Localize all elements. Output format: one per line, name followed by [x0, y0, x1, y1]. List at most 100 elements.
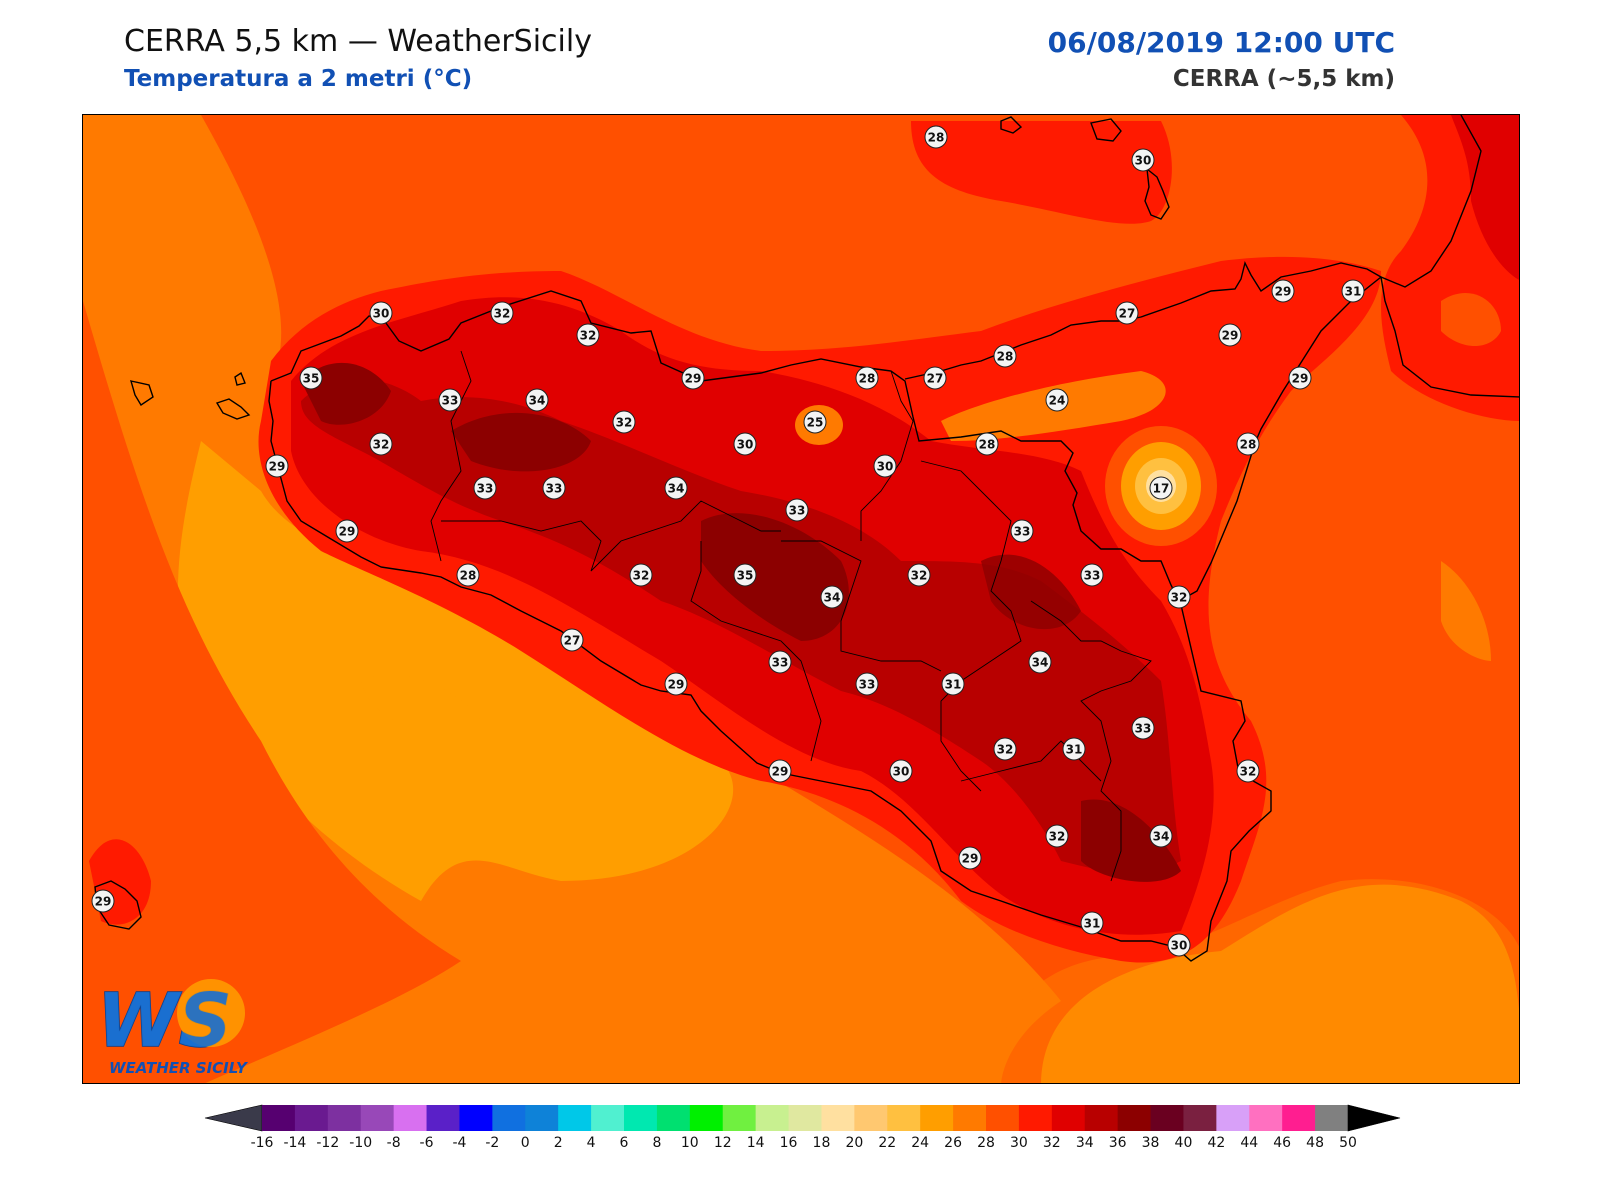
station-label: 30	[1131, 148, 1155, 172]
station-value: 24	[1049, 394, 1066, 408]
station-value: 30	[1171, 939, 1188, 953]
field-34-west	[301, 378, 1181, 873]
station-label: 32	[576, 323, 600, 347]
station-marker	[1341, 279, 1365, 303]
station-value: 33	[546, 482, 563, 496]
station-marker	[629, 563, 653, 587]
station-value: 33	[1135, 722, 1152, 736]
station-label: 28	[1236, 432, 1260, 456]
station-marker	[1218, 323, 1242, 347]
station-label: 29	[91, 889, 115, 913]
colorbar-cell	[591, 1105, 625, 1131]
station-value: 31	[945, 678, 962, 692]
field-28-calabria-pocket	[1441, 292, 1501, 346]
colorbar-tick-label: -4	[452, 1135, 466, 1151]
colorbar-cell	[525, 1105, 559, 1131]
colorbar-tick-label: -16	[251, 1135, 274, 1151]
station-value: 31	[1066, 743, 1083, 757]
station-marker	[1271, 279, 1295, 303]
station-marker	[1045, 388, 1069, 412]
station-marker	[1115, 301, 1139, 325]
station-label: 29	[664, 672, 688, 696]
station-value: 32	[997, 743, 1014, 757]
station-value: 32	[373, 438, 390, 452]
station-value: 28	[460, 569, 477, 583]
station-value: 33	[772, 656, 789, 670]
station-value: 30	[1135, 154, 1152, 168]
colorbar-tick-label: 2	[554, 1135, 563, 1151]
station-label: 35	[733, 563, 757, 587]
colorbar-tick-label: 34	[1076, 1135, 1094, 1151]
field-30-aeolian	[911, 121, 1172, 224]
colorbar-tick-label: 12	[714, 1135, 732, 1151]
colorbar-cell	[426, 1105, 460, 1131]
station-marker	[1236, 759, 1260, 783]
colorbar-tick-label: -2	[485, 1135, 499, 1151]
station-marker	[369, 301, 393, 325]
colorbar-tick-label: -10	[349, 1135, 372, 1151]
station-label: 32	[629, 563, 653, 587]
colorbar-cell	[788, 1105, 822, 1131]
station-value: 33	[477, 482, 494, 496]
station-label: 29	[958, 846, 982, 870]
colorbar-cell	[755, 1105, 790, 1131]
colorbar-cell	[1150, 1105, 1184, 1131]
station-label: 28	[975, 432, 999, 456]
colorbar-tick-label: 28	[977, 1135, 995, 1151]
colorbar-cell	[854, 1105, 888, 1131]
border-ragusa	[960, 740, 1102, 782]
colorbar-tick-label: 48	[1306, 1135, 1324, 1151]
colorbar-tick-label: 20	[845, 1135, 863, 1151]
colorbar-cell	[1117, 1105, 1152, 1131]
colorbar-tick-label: -6	[420, 1135, 434, 1151]
station-value: 32	[580, 329, 597, 343]
station-label: 35	[299, 366, 323, 390]
colorbar-cell	[689, 1105, 724, 1131]
station-value: 30	[737, 438, 754, 452]
station-value: 29	[772, 765, 789, 779]
field-32-calabria	[1451, 115, 1519, 280]
station-label: 31	[1062, 737, 1086, 761]
band-26-south	[999, 879, 1519, 1083]
colorbar-tick-label: 36	[1109, 1135, 1127, 1151]
station-marker	[1045, 824, 1069, 848]
station-value: 28	[859, 372, 876, 386]
station-label: 32	[612, 410, 636, 434]
station-value: 29	[685, 372, 702, 386]
station-marker	[1010, 519, 1034, 543]
colorbar-cell	[1051, 1105, 1086, 1131]
station-marker	[907, 563, 931, 587]
colorbar-cell	[821, 1105, 855, 1131]
station-value: 32	[1049, 830, 1066, 844]
egadi-islands	[130, 371, 251, 420]
station-marker	[299, 366, 323, 390]
station-marker	[975, 432, 999, 456]
colorbar-tick-label: 24	[911, 1135, 929, 1151]
station-marker	[1288, 366, 1312, 390]
station-marker	[733, 432, 757, 456]
station-value: 29	[1222, 329, 1239, 343]
station-label: 30	[1167, 933, 1191, 957]
station-label: 32	[490, 301, 514, 325]
station-value: 28	[997, 350, 1014, 364]
station-value: 32	[633, 569, 650, 583]
station-label: 29	[1288, 366, 1312, 390]
colorbar-cell	[1018, 1105, 1053, 1131]
aeolian-islands	[1000, 116, 1170, 220]
colorbar-tick-label: 50	[1339, 1135, 1357, 1151]
station-marker	[612, 410, 636, 434]
province-borders	[430, 350, 1152, 882]
station-marker	[1062, 737, 1086, 761]
colorbar-max-arrow	[1347, 1104, 1401, 1132]
colorbar-tick-label: 14	[747, 1135, 765, 1151]
station-label: 32	[1045, 824, 1069, 848]
station-label: 29	[768, 759, 792, 783]
colorbar-svg: -16 -14 -12 -10 -8 -6 -4 -2 0 2 4 6 8 10 12 14 16 18 20 22 2…	[204, 1104, 1401, 1151]
border-palermo-messina	[860, 370, 914, 541]
colorbar-tick-label: 8	[652, 1135, 661, 1151]
border-trapani-palermo	[430, 350, 472, 562]
station-marker	[265, 454, 289, 478]
station-label: 33	[785, 498, 809, 522]
station-value: 34	[1032, 656, 1049, 670]
colorbar: -16 -14 -12 -10 -8 -6 -4 -2 0 2 4 6 8 10 12 14 16 18 20 22 2…	[0, 1100, 1600, 1180]
